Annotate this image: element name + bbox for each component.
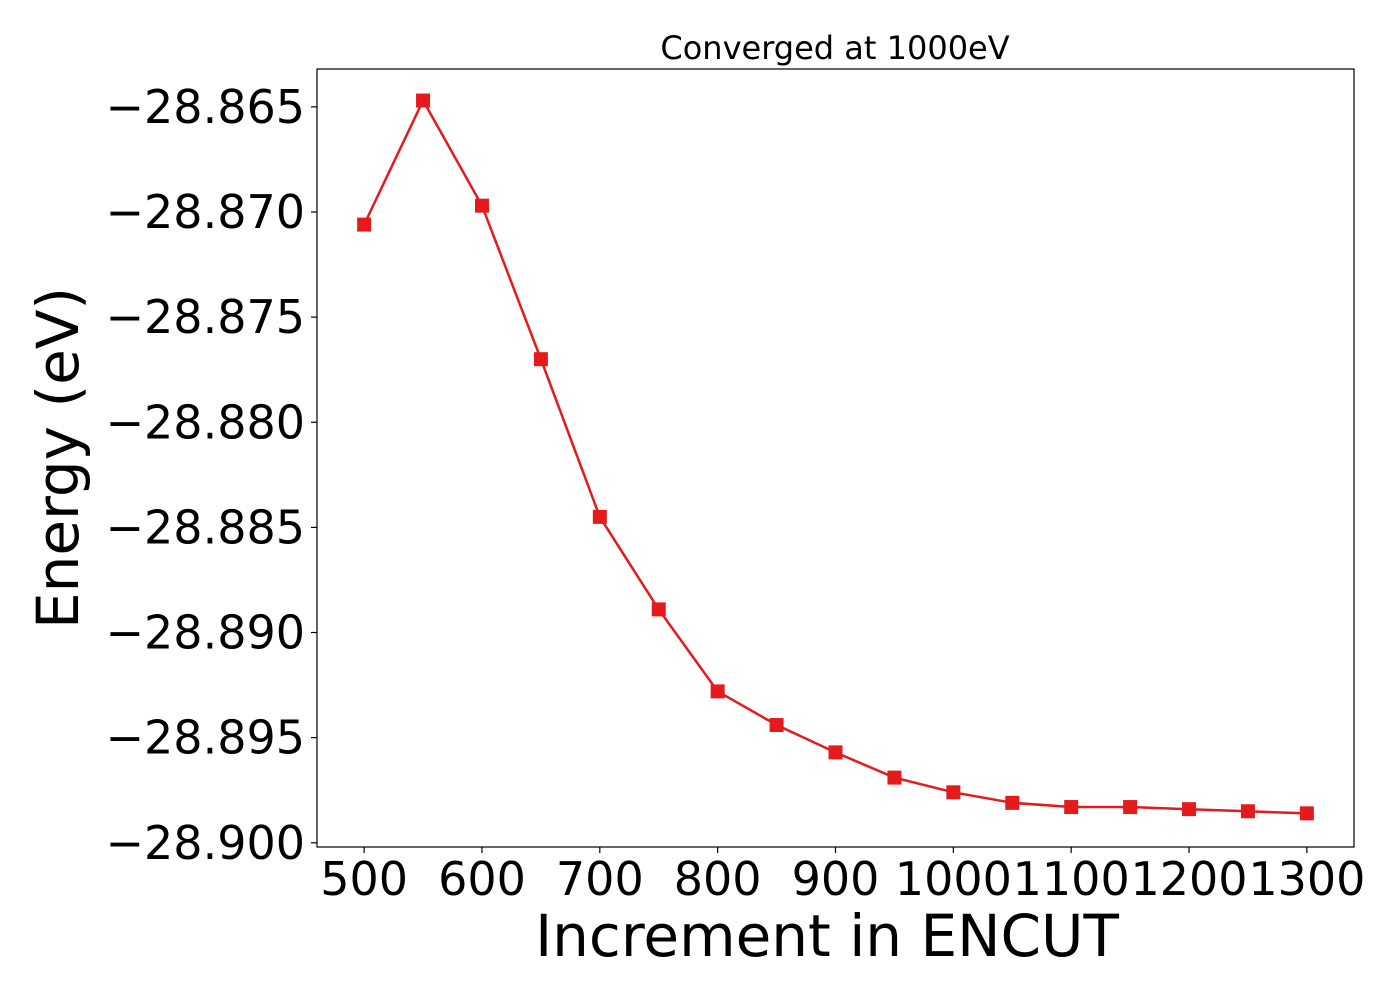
x-tick-label: 500: [320, 852, 408, 906]
y-tick-label: −28.870: [106, 185, 306, 239]
y-axis-ticks: −28.865 −28.870 −28.875 −28.880 −28.885 −28.8…: [106, 80, 317, 870]
y-tick-label: −28.890: [106, 606, 306, 660]
y-axis-label: Energy (eV): [24, 287, 92, 629]
x-tick-label: 1300: [1248, 852, 1365, 906]
data-point-marker: [474, 198, 489, 213]
data-point-marker: [533, 352, 548, 367]
y-tick-label: −28.875: [106, 290, 306, 344]
data-point-marker: [592, 509, 607, 524]
data-point-marker: [1182, 802, 1197, 817]
data-point-marker: [651, 602, 666, 617]
data-point-marker: [416, 93, 431, 108]
chart-title: Converged at 1000eV: [660, 29, 1009, 67]
data-point-marker: [1240, 804, 1255, 819]
data-point-marker: [1005, 795, 1020, 810]
x-tick-label: 600: [438, 852, 526, 906]
y-tick-label: −28.865: [106, 80, 306, 134]
data-point-marker: [1299, 806, 1314, 821]
data-point-marker: [946, 785, 961, 800]
data-point-marker: [828, 745, 843, 760]
data-point-marker: [887, 770, 902, 785]
x-tick-label: 800: [674, 852, 762, 906]
data-point-marker: [1064, 800, 1079, 815]
y-tick-label: −28.885: [106, 500, 306, 554]
x-tick-label: 700: [556, 852, 644, 906]
data-point-marker: [710, 684, 725, 699]
x-axis-ticks: 500 600 700 800 900 1000 1100 1200 1300: [320, 847, 1365, 906]
x-tick-label: 1200: [1130, 852, 1247, 906]
y-tick-label: −28.880: [106, 395, 306, 449]
data-point-marker: [357, 217, 372, 232]
x-tick-label: 1000: [895, 852, 1012, 906]
x-tick-label: 900: [792, 852, 880, 906]
data-point-marker: [769, 718, 784, 733]
x-tick-label: 1100: [1013, 852, 1130, 906]
y-tick-label: −28.900: [106, 816, 306, 870]
x-axis-label: Increment in ENCUT: [535, 902, 1119, 970]
plot-series: [357, 93, 1314, 821]
y-tick-label: −28.895: [106, 711, 306, 765]
data-point-marker: [1123, 800, 1138, 815]
